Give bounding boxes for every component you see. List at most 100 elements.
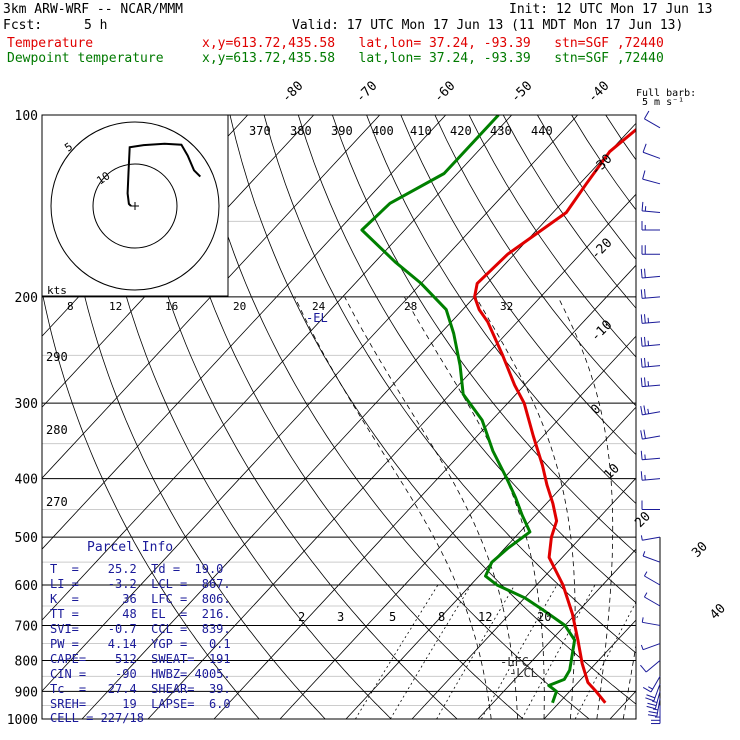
wind-barb-flag [644,377,646,387]
legend-temperature: Temperature [7,36,94,51]
wind-barb [640,268,661,279]
wind-barb-flag [646,694,656,699]
wind-barb-flag [643,405,646,415]
isotherm-line [279,335,636,719]
theta-label: 390 [331,124,353,138]
wind-barb [640,471,661,481]
dry-adiabat-line [622,87,740,731]
isotherm-line [345,406,636,719]
isotherm-label: 10 [601,461,623,483]
wind-barb-flag [643,110,650,120]
isotherm-label: -80 [279,79,306,106]
wind-barb-staff [642,151,661,159]
wind-barb [641,617,661,626]
wind-barb [641,500,660,511]
wind-barb-flag [644,268,646,278]
barb-key-title: Full barb: [636,88,696,99]
parcel-row: LI = -3.2 LCL = 867. [50,577,231,591]
isotherm-label: -40 [585,79,612,106]
mixing-ratio-line [436,584,516,719]
wind-barb [640,643,661,651]
mixing-ratio-label: 2 [298,610,305,624]
moist-adiabat-line [475,296,576,719]
mixing-ratio-label: 3 [337,610,344,624]
dry-adiabat-line [331,115,636,554]
moist-adiabat-line [403,296,545,719]
dry-adiabat-line [161,115,524,719]
hodograph-plot [50,121,220,291]
theta-label: 410 [410,124,432,138]
theta-label: 270 [46,495,68,509]
pressure-tick-label: 900 [15,685,38,700]
wind-barb-flag [640,358,643,368]
isotherm-label: 40 [707,601,729,623]
theta-label: 420 [450,124,472,138]
wind-barb-flag [643,571,648,577]
dry-adiabat-line [366,115,636,505]
mixing-ratio-label: 8 [438,610,445,624]
pressure-tick-label: 100 [15,109,38,124]
pressure-tick-label: 800 [15,654,38,669]
wind-barb [640,314,661,324]
pressure-tick-label: 300 [15,397,38,412]
isotherm-label: 30 [689,539,711,561]
mixing-ratio-label: 12 [478,610,492,624]
isotherm-label: -50 [508,79,535,106]
dewpoint-trace [360,115,577,704]
wind-barb-flag [640,535,643,541]
wind-barb-flag [652,700,658,703]
wind-barb [641,245,660,255]
hodograph-speed-label: 12 [109,300,122,313]
wind-barb [643,110,661,129]
pressure-tick-label: 700 [15,619,38,634]
wind-barb-flag [640,405,643,415]
lcl-marker: -LCL [509,666,538,680]
moist-adiabat-line [557,296,614,719]
isotherm-line [42,115,513,621]
plot-frame [41,114,637,720]
wind-barb-flag [641,201,644,211]
wind-barb [640,405,661,416]
temperature-location-info: x,y=613.72,435.58 lat,lon= 37.24, -93.39… [202,36,664,51]
mixing-ratio-line [521,584,596,719]
isotherm-line [477,548,636,719]
wind-barb [643,571,661,586]
wind-barb [640,357,661,368]
dry-adiabat-line [605,115,636,161]
hodograph-speed-label: 28 [404,300,417,313]
wind-barb [640,450,661,461]
wind-barb-flag [648,686,653,690]
wind-barb-staff [644,118,661,129]
wind-barb-flag [647,702,657,707]
wind-barb-staff [653,683,661,702]
el-marker: -EL [306,311,328,325]
mixing-ratio-line [355,584,439,719]
wind-barb-flag [640,430,643,440]
temperature-trace [473,127,636,704]
wind-barb [640,336,661,347]
lfc-marker: -LFC [500,655,529,669]
wind-barb-flag [642,170,646,180]
wind-barb-staff [642,210,661,213]
wind-barb-staff [642,643,661,651]
wind-barb-flag [642,551,646,557]
isotherm-line [147,193,636,719]
dry-adiabat-line [297,115,636,604]
isotherm-label: 0 [588,402,604,418]
wind-barb-staff [642,621,661,626]
wind-barb-flag [640,337,643,347]
wind-barb-staff [644,596,661,607]
wind-barb-flag [644,314,646,324]
dry-adiabat-line [721,87,740,731]
mixing-ratio-line [481,584,558,719]
hodograph-trace [126,142,202,207]
hodograph-speed-label: 20 [233,300,246,313]
legend-dewpoint: Dewpoint temperature [7,51,164,66]
hodograph-ring [50,121,220,291]
isotherm-line [42,115,381,479]
barb-key-units: 5 m s⁻¹ [642,97,684,108]
theta-label: 380 [290,124,312,138]
hodograph-speed-label: 8 [67,300,74,313]
parcel-row: Tc = 27.4 SHEAR= 39. [50,682,231,696]
